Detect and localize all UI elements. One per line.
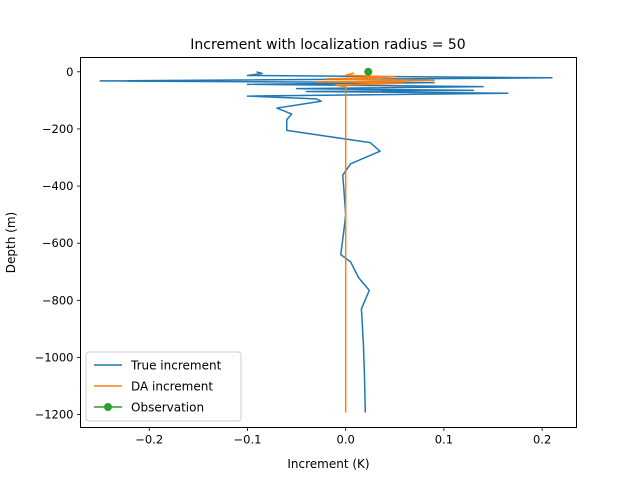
- y-tick-label: −1000: [35, 351, 74, 365]
- y-tick-label: −1200: [35, 408, 74, 422]
- series-line-true-increment: [99, 71, 553, 413]
- y-tick-label: −800: [42, 293, 74, 307]
- chart-title: Increment with localization radius = 50: [190, 37, 465, 53]
- legend-marker: [104, 403, 112, 411]
- legend: True increment DA increment Observation: [85, 351, 242, 422]
- axis-ticks: −0.2 −0.1 0.0 0.1 0.2 0 −200 −400 −600 −800 −1000 −…: [35, 65, 552, 447]
- legend-box: [85, 351, 242, 422]
- y-tick-label: −600: [42, 236, 74, 250]
- x-tick-label: −0.1: [234, 433, 262, 447]
- observation-marker: [364, 67, 373, 76]
- x-tick-label: 0.0: [337, 433, 355, 447]
- x-tick-label: 0.1: [435, 433, 453, 447]
- y-tick-label: −400: [42, 179, 74, 193]
- plot-frame: [80, 57, 577, 428]
- legend-label: True increment: [130, 359, 222, 373]
- y-tick-label: 0: [66, 65, 73, 79]
- x-tick-label: 0.2: [533, 433, 551, 447]
- x-tick-label: −0.2: [135, 433, 163, 447]
- y-axis-label: Depth (m): [4, 212, 18, 273]
- y-tick-label: −200: [42, 122, 74, 136]
- series-line-da-increment: [315, 72, 435, 413]
- legend-label: DA increment: [131, 380, 213, 394]
- x-axis-label: Increment (K): [287, 457, 369, 471]
- legend-label: Observation: [131, 401, 204, 415]
